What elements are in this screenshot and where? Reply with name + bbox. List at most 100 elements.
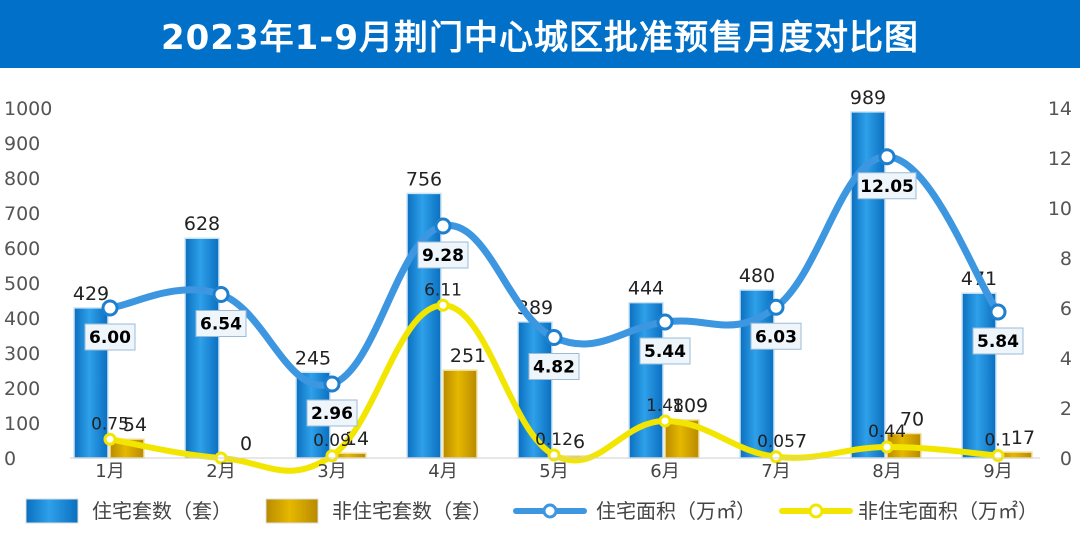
label-residential-area: 5.44 [644,342,686,362]
bar-label-residential: 429 [73,283,109,305]
label-box-residential-area [750,322,802,350]
point-residential-area [212,286,230,303]
point-residential-area [545,329,563,346]
bar-label-nonresidential: 0 [240,433,252,455]
bar-label-nonresidential: 251 [450,345,486,367]
label-nonresidential-area: 0.44 [868,422,906,442]
label-box-residential-area [417,241,469,269]
point-residential-area [323,375,341,393]
x-tick: 2月 [206,461,235,482]
bar-residential-units [961,292,997,459]
y-right-tick: 10 [1048,198,1072,220]
y-left-tick: 600 [4,238,40,260]
point-nonresidential-area [103,432,117,446]
legend-label: 非住宅面积（万㎡） [858,499,1038,523]
y-left-tick: 1000 [4,98,52,120]
bar-label-nonresidential: 7 [795,431,807,453]
x-tick: 1月 [95,461,124,482]
point-nonresidential-area [991,449,1005,462]
label-nonresidential-area: 1.48 [646,396,684,416]
label-residential-area: 6.03 [755,327,797,347]
x-tick: 7月 [761,461,790,482]
label-residential-area: 5.84 [977,332,1019,352]
point-residential-area [767,298,785,316]
x-tick: 8月 [872,461,901,482]
point-residential-area [434,217,452,235]
x-tick: 6月 [650,461,679,482]
bar-label-nonresidential: 70 [900,409,924,431]
point-nonresidential-area [436,298,450,312]
legend-swatch [265,498,319,524]
y-left-tick: 400 [4,308,40,330]
line-nonresidential-area [107,302,1001,474]
label-nonresidential-area: 0.75 [91,414,129,434]
point-nonresidential-area [880,440,894,454]
bar-label-nonresidential: 6 [573,431,585,453]
y-right-tick: 6 [1060,298,1072,320]
label-residential-area: 6.54 [200,315,242,335]
point-nonresidential-area [769,450,783,464]
legend-label: 住宅套数（套） [92,499,232,523]
bar-residential-units [184,237,220,459]
y-left-tick: 300 [4,343,40,365]
y-left-tick: 0 [4,448,16,470]
x-tick: 3月 [317,461,346,482]
bar-label-nonresidential: 17 [1011,427,1035,449]
x-tick: 4月 [428,461,457,482]
y-left-tick: 200 [4,378,40,400]
label-box-residential-area [84,323,136,351]
y-left-tick: 900 [4,133,40,155]
y-right-tick: 12 [1048,148,1072,170]
label-box-residential-area [639,337,691,365]
x-tick: 5月 [539,461,568,482]
bar-label-nonresidential: 54 [123,414,147,436]
x-tick: 9月 [983,461,1012,482]
label-residential-area: 9.28 [422,246,464,266]
y-right-tick: 4 [1060,348,1072,370]
y-left-tick: 700 [4,203,40,225]
bar-label-residential: 628 [184,213,220,235]
label-box-residential-area [195,310,247,337]
bar-residential-units [850,111,886,459]
legend-label: 非住宅套数（套） [332,499,492,523]
label-residential-area: 6.00 [89,328,131,348]
label-nonresidential-area: 0.09 [313,431,351,451]
y-left-tick: 800 [4,168,40,190]
title-bar: 2023年1-9月荆门中心城区批准预售月度对比图 [0,0,1080,68]
bar-label-residential: 245 [295,347,331,369]
bar-label-residential: 756 [406,168,442,190]
bar-nonresidential-units [442,369,478,459]
label-box-residential-area [857,172,917,200]
point-nonresidential-area [325,449,339,463]
label-nonresidential-area: 0.1 [984,431,1011,451]
y-left-tick: 100 [4,413,40,435]
legend-marker [808,503,824,519]
legend-swatch [25,498,79,524]
label-nonresidential-area: 6.11 [424,280,462,300]
label-nonresidential-area: 0.05 [757,432,795,452]
label-residential-area: 12.05 [860,177,914,197]
y-right-tick: 0 [1060,448,1072,470]
label-residential-area: 4.82 [533,358,575,378]
point-residential-area [101,299,119,317]
label-residential-area: 2.96 [311,404,353,424]
y-right-tick: 14 [1048,98,1072,120]
bar-label-residential: 989 [850,87,886,109]
point-residential-area [878,148,896,166]
label-box-residential-area [306,399,358,427]
bar-label-nonresidential: 109 [672,395,708,417]
legend-marker [542,503,558,519]
y-right-tick: 8 [1060,248,1072,270]
label-box-residential-area [528,353,580,380]
legend-label: 住宅面积（万㎡） [596,499,756,523]
label-nonresidential-area: 0.12 [535,430,573,450]
y-left-tick: 500 [4,273,40,295]
point-residential-area [656,313,674,331]
y-right-tick: 2 [1060,398,1072,420]
bar-label-residential: 444 [628,278,664,300]
chart-title: 2023年1-9月荆门中心城区批准预售月度对比图 [160,17,920,58]
point-nonresidential-area [658,414,672,428]
point-residential-area [989,303,1007,321]
bar-label-residential: 480 [739,265,775,287]
